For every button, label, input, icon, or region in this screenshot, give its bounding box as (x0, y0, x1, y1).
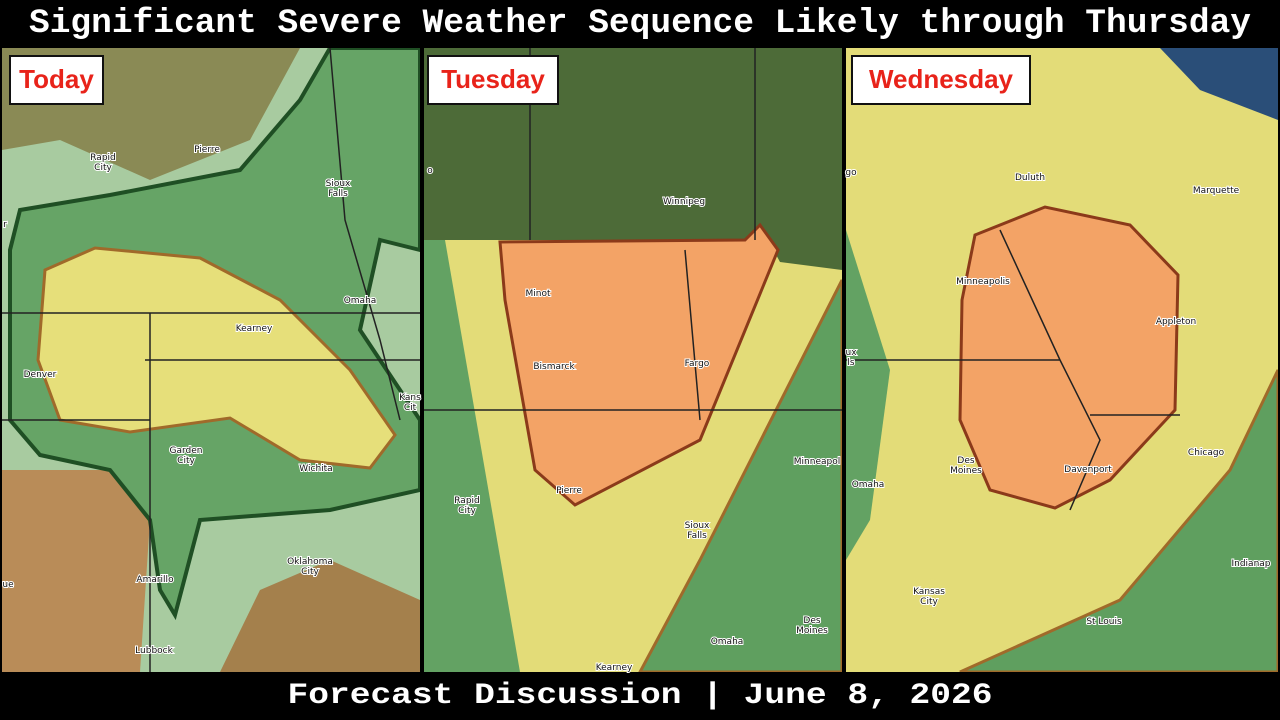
city-label: Omaha (852, 480, 885, 490)
city-label: o (427, 166, 433, 176)
city-label: Rapid (90, 153, 116, 163)
title: Significant Severe Weather Sequence Like… (29, 5, 1251, 43)
city-label: Omaha (711, 637, 744, 647)
city-label: Minneapol (794, 457, 840, 467)
city-label: Marquette (1193, 186, 1240, 196)
city-label: Omaha (344, 296, 377, 306)
city-label: Davenport (1064, 465, 1112, 475)
city-label: go (845, 168, 857, 178)
city-label: Des (957, 456, 974, 466)
panel-label-box (9, 55, 104, 105)
city-label: Chicago (1188, 448, 1225, 458)
city-label: Wichita (299, 464, 332, 474)
city-label: Garden (170, 446, 203, 456)
city-label: City (94, 163, 112, 173)
city-label: Kansas (913, 587, 945, 597)
city-label: Fargo (685, 359, 710, 369)
panel-map (2, 48, 420, 672)
city-label: Winnipeg (663, 197, 705, 207)
city-label: Cit (404, 403, 417, 413)
city-label: Pierre (556, 486, 582, 496)
city-label: Kans (399, 393, 421, 403)
city-label: City (301, 567, 319, 577)
city-label: Kearney (236, 324, 273, 334)
city-label: ls (847, 358, 855, 368)
city-label: Sioux (685, 521, 710, 531)
city-label: Denver (24, 370, 57, 380)
city-label: Indianap (1231, 559, 1270, 569)
city-label: Amarillo (136, 575, 174, 585)
city-label: City (458, 506, 476, 516)
city-label: Pierre (194, 145, 220, 155)
panel-label: Wednesday (869, 64, 1014, 94)
city-label: Minot (525, 289, 550, 299)
city-label: ue (2, 580, 14, 590)
panel-map (846, 48, 1278, 672)
city-label: Moines (796, 626, 828, 636)
city-label: Duluth (1015, 173, 1045, 183)
city-label: City (177, 456, 195, 466)
city-label: Lubbock (135, 646, 173, 656)
city-label: Falls (687, 531, 707, 541)
panel-map (424, 48, 842, 672)
panel-label: Tuesday (441, 64, 545, 94)
city-label: Rapid (454, 496, 480, 506)
panel-label-box (427, 55, 559, 105)
city-label: r (3, 220, 7, 230)
city-label: Appleton (1156, 317, 1196, 327)
city-label: Moines (950, 466, 982, 476)
panel-label-box (851, 55, 1031, 105)
city-label: Des (803, 616, 820, 626)
city-label: Sioux (326, 179, 351, 189)
city-label: Kearney (596, 663, 633, 673)
city-label: Oklahoma (287, 557, 333, 567)
city-label: St Louis (1086, 617, 1122, 627)
panel-label: Today (19, 64, 94, 94)
city-label: Falls (328, 189, 348, 199)
footer: Forecast Discussion | June 8, 2026 (288, 679, 993, 713)
city-label: Bismarck (533, 362, 575, 372)
city-label: ux (845, 348, 857, 358)
city-label: City (920, 597, 938, 607)
city-label: Minneapolis (956, 277, 1010, 287)
